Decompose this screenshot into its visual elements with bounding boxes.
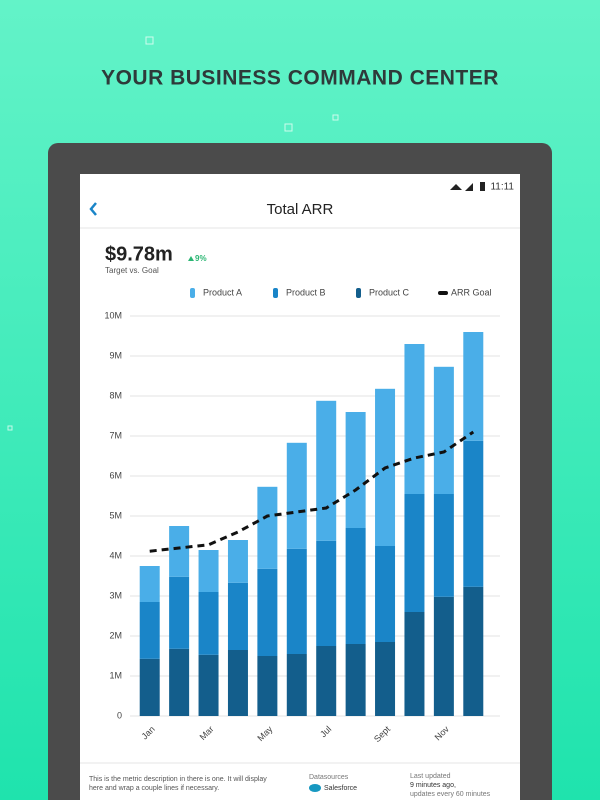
bar-segment — [286, 654, 307, 716]
y-tick-label: 4M — [109, 550, 122, 560]
updated-value: 9 minutes ago, — [410, 782, 456, 789]
bar-segment — [316, 646, 337, 716]
bar-segment — [198, 592, 219, 655]
bar-segment — [463, 440, 484, 587]
bar-segment — [375, 642, 396, 716]
bar-segment — [316, 540, 337, 646]
bar-segment — [463, 332, 484, 441]
description: This is the metric description in there … — [89, 776, 267, 792]
y-tick-label: 5M — [109, 510, 122, 520]
metric-change: 9% — [195, 254, 207, 263]
status-time: 11:11 — [490, 182, 514, 193]
bar-segment — [169, 526, 190, 577]
salesforce-icon — [309, 784, 321, 792]
legend-label: ARR Goal — [451, 287, 492, 297]
sparkles — [7, 36, 339, 431]
bar-segment — [345, 412, 366, 528]
bar-segment — [139, 658, 160, 716]
legend-marker — [438, 291, 448, 295]
updated-note: updates every 60 minutes — [410, 791, 491, 798]
bar-segment — [375, 546, 396, 642]
bar-segment — [286, 548, 307, 654]
y-tick-label: 10M — [104, 310, 122, 320]
goal-line — [149, 430, 475, 553]
screen-title: Total ARR — [267, 201, 334, 218]
back-button[interactable] — [89, 202, 97, 216]
bar-segment — [257, 486, 278, 569]
legend-marker — [356, 288, 361, 298]
bar-segment — [257, 656, 278, 716]
y-tick-label: 9M — [109, 350, 122, 360]
y-tick-label: 1M — [109, 670, 122, 680]
bar-segment — [345, 528, 366, 644]
legend-label: Product C — [369, 287, 410, 297]
bar-segment — [257, 568, 278, 656]
bar-segment — [463, 586, 484, 716]
metric-caption: Target vs. Goal — [105, 266, 159, 275]
y-tick-label: 3M — [109, 590, 122, 600]
y-tick-label: 6M — [109, 470, 122, 480]
y-tick-label: 8M — [109, 390, 122, 400]
bar-segment — [169, 648, 190, 716]
bar-segment — [433, 366, 454, 494]
up-arrow — [188, 256, 194, 261]
metric-value: $9.78m — [105, 243, 173, 265]
bar-segment — [433, 596, 454, 716]
status-icons — [450, 182, 485, 191]
y-tick-label: 0 — [117, 710, 122, 720]
datasource: Salesforce — [324, 785, 357, 792]
legend-marker — [273, 288, 278, 298]
bar-segment — [227, 540, 248, 583]
bar-segment — [345, 644, 366, 716]
bar-segment — [169, 576, 190, 649]
bar-segment — [404, 344, 425, 494]
bar-segment — [139, 602, 160, 659]
bar-segment — [139, 566, 160, 602]
bar-segment — [198, 550, 219, 592]
y-tick-label: 7M — [109, 430, 122, 440]
legend-label: Product B — [286, 287, 326, 297]
bar-segment — [198, 654, 219, 716]
legend-label: Product A — [203, 287, 242, 297]
legend-marker — [190, 288, 195, 298]
bar-segment — [227, 582, 248, 650]
bar-segment — [404, 494, 425, 612]
bar-segment — [404, 612, 425, 716]
datasources-label: Datasources — [309, 774, 349, 781]
bar-segment — [286, 442, 307, 549]
y-tick-label: 2M — [109, 630, 122, 640]
bar-segment — [227, 650, 248, 716]
headline: YOUR BUSINESS COMMAND CENTER — [101, 67, 499, 90]
bar-segment — [433, 494, 454, 597]
updated-label: Last updated — [410, 773, 451, 780]
bar-segment — [316, 400, 337, 541]
